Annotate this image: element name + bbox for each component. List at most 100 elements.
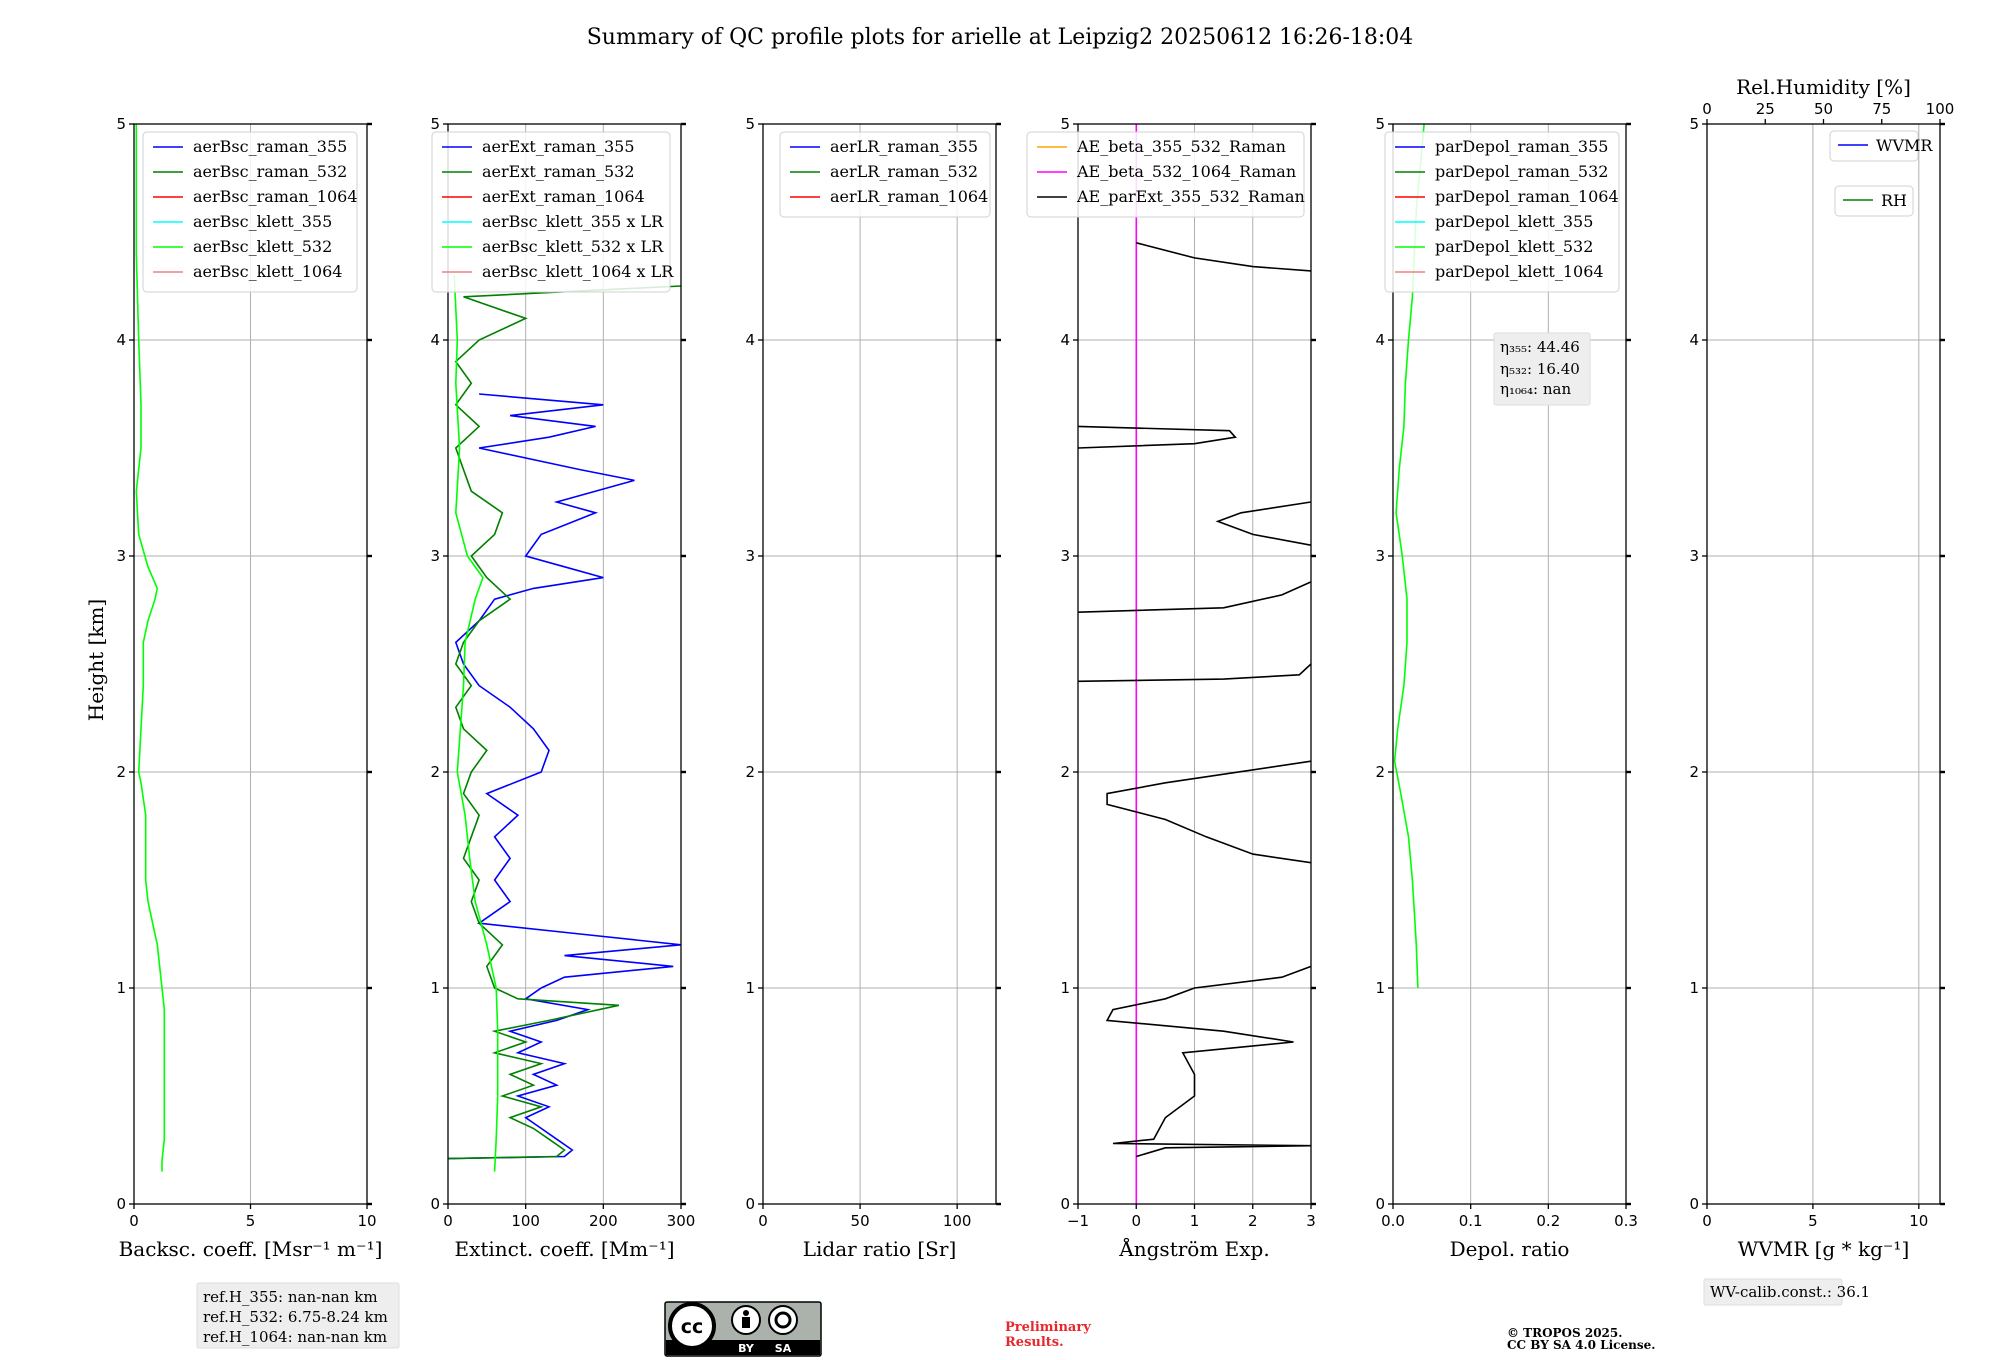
x-tick-label: 2 [1248,1212,1258,1230]
wv-calib-box: WV-calib.const.: 36.1 [1703,1278,1870,1306]
legend-box [1384,131,1620,293]
y-tick-label: 4 [116,331,126,349]
preliminary-line-2: Results. [1005,1335,1064,1350]
x-axis-label: Ångström Exp. [1118,1236,1269,1261]
x-tick-label: 100 [511,1212,540,1230]
x-axis-label: Backsc. coeff. [Msr⁻¹ m⁻¹] [119,1237,383,1261]
y-tick-label: 5 [1375,115,1385,133]
y-tick-label: 1 [745,979,755,997]
y-tick-label: 0 [430,1195,440,1213]
series-line-ae-parext-355-532-raman-c [1078,663,1311,683]
y-tick-label: 3 [1689,547,1699,565]
x-tick-label: 200 [589,1212,618,1230]
legend: aerBsc_raman_355 aerBsc_raman_532 aerBsc_r… [142,131,358,293]
x-tick-label: 50 [851,1212,870,1230]
x-tick-label: 3 [1306,1212,1316,1230]
top-x-tick-label: 0 [1702,100,1712,118]
series-line-ae-parext-355-532-raman-e [1215,501,1311,546]
eta-1064: η₁₀₆₄: nan [1500,380,1571,398]
legend-entry: AE_beta_355_532_Raman [1076,137,1286,156]
x-tick-label: 0.2 [1536,1212,1560,1230]
legend-entry: aerBsc_raman_532 [193,162,347,181]
y-tick-label: 5 [1689,115,1699,133]
ref-height-1064: ref.H_1064: nan-nan km [203,1328,387,1346]
by-label: BY [738,1342,755,1355]
panel-backscatter: 0 1 2 3 4 5 0 5 10 Backsc. coeff. [Msr⁻¹ m⁻¹] aerB… [116,115,382,1261]
x-tick-label: 5 [246,1212,256,1230]
y-tick-label: 3 [430,547,440,565]
panel-depol: 0 1 2 3 4 5 0.0 0.1 0.2 0.3 Depol. ratio parDepol_r… [1375,115,1637,1261]
x-tick-label: −1 [1067,1212,1089,1230]
legend-entry: aerBsc_klett_532 [193,237,332,256]
x-tick-label: 10 [357,1212,376,1230]
x-tick-label: 0 [443,1212,453,1230]
y-tick-label: 1 [1375,979,1385,997]
legend-entry: aerBsc_klett_532 x LR [482,237,664,256]
series-line-aerbsc-klett-532-x-lr [453,275,499,1172]
legend-entry: aerLR_raman_1064 [830,187,988,206]
series-group [135,124,166,1172]
y-tick-label: 3 [745,547,755,565]
legend-entry: aerBsc_klett_1064 [193,262,342,281]
series-line-ae-parext-355-532-raman-f [1078,425,1237,449]
y-tick-label: 2 [1375,763,1385,781]
y-tick-label: 2 [116,763,126,781]
series-group [1393,124,1425,989]
y-tick-label: 4 [1375,331,1385,349]
cc-license-badge: cc BY SA [664,1301,822,1357]
x-tick-label: 10 [1909,1212,1928,1230]
legend-box [1026,131,1305,218]
y-tick-label: 1 [116,979,126,997]
legend-entry: WVMR [1876,136,1933,155]
series-group [1078,124,1311,1204]
copyright-line-1: © TROPOS 2025. [1507,1326,1622,1340]
legend-entry: parDepol_klett_355 [1435,212,1593,231]
figure-title: Summary of QC profile plots for arielle … [587,25,1414,50]
x-tick-label: 100 [943,1212,972,1230]
axes-frame [762,123,997,1205]
y-tick-label: 4 [1060,331,1070,349]
legend-box [779,131,991,218]
y-tick-label: 2 [430,763,440,781]
legend-entry: aerBsc_klett_355 [193,212,332,231]
ref-height-355: ref.H_355: nan-nan km [203,1288,378,1306]
top-x-tick-label: 50 [1814,100,1833,118]
x-axis-label: WVMR [g * kg⁻¹] [1738,1237,1910,1261]
x-tick-label: 0.1 [1459,1212,1483,1230]
series-line-aerbsc-klett-532 [135,124,166,1172]
legend-entry: aerBsc_klett_1064 x LR [482,262,674,281]
y-tick-label: 5 [116,115,126,133]
y-tick-label: 1 [1689,979,1699,997]
legend-entry: aerLR_raman_532 [830,162,978,181]
legend-entry: aerBsc_raman_355 [193,137,347,156]
legend-entry: AE_beta_532_1064_Raman [1076,162,1296,181]
legend-entry: parDepol_raman_1064 [1435,187,1619,206]
axes-frame [1392,123,1627,1205]
legend-box [142,131,358,293]
preliminary-line-1: Preliminary [1005,1320,1091,1335]
cc-icon [668,1302,716,1350]
legend-entry: aerBsc_klett_355 x LR [482,212,664,231]
y-tick-label: 1 [1060,979,1070,997]
y-tick-label: 3 [1060,547,1070,565]
series-line-ae-parext-355-532-raman [1105,965,1311,1158]
legend-rh: RH [1834,185,1914,217]
y-tick-label: 0 [745,1195,755,1213]
y-tick-label: 2 [1060,763,1070,781]
legend-box [1829,130,1919,162]
legend-entry: aerExt_raman_355 [482,137,635,156]
legend: aerExt_raman_355 aerExt_raman_532 aerExt_r… [431,131,674,293]
cc-text: cc [681,1316,704,1338]
panel-extinction: 0 1 2 3 4 5 0 100 200 300 Extinct. coeff. [Mm⁻¹] ae… [430,115,695,1261]
series-line-pardepol-klett-532 [1393,124,1425,989]
y-tick-label: 1 [430,979,440,997]
axes-frame [1706,123,1941,1205]
sa-share-icon [768,1305,798,1335]
ref-height-box: ref.H_355: nan-nan km ref.H_532: 6.75-8.… [196,1282,400,1349]
y-tick-label: 4 [745,331,755,349]
x-tick-label: 300 [667,1212,696,1230]
y-tick-label: 4 [1689,331,1699,349]
x-axis-label: Depol. ratio [1450,1237,1570,1261]
